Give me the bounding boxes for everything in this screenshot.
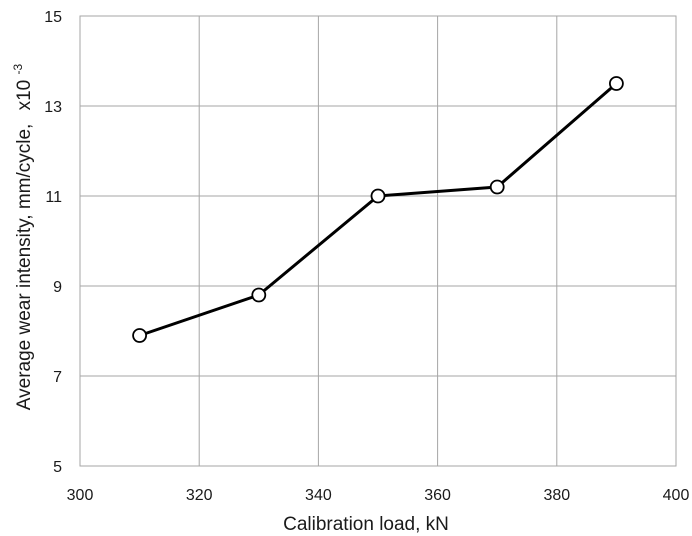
y-axis-multiplier-exponent: -3 bbox=[11, 63, 25, 74]
plot-frame bbox=[79, 15, 677, 467]
data-point-marker bbox=[132, 328, 148, 343]
x-tick-label: 360 bbox=[424, 487, 451, 504]
data-point-marker bbox=[370, 188, 386, 204]
x-tick-label: 320 bbox=[186, 487, 213, 504]
y-tick-label: 9 bbox=[53, 279, 62, 296]
tick-labels: 300 320 340 360 380 400 5 7 9 11 13 15 bbox=[44, 9, 689, 504]
y-axis-multiplier: x10 bbox=[14, 80, 35, 111]
data-point-marker bbox=[609, 76, 624, 91]
x-tick-label: 340 bbox=[305, 487, 332, 504]
y-tick-label: 13 bbox=[44, 99, 62, 116]
y-tick-label: 11 bbox=[45, 189, 62, 206]
x-tick-label: 400 bbox=[663, 487, 690, 504]
x-axis-title: Calibration load, kN bbox=[283, 514, 449, 535]
data-point-marker bbox=[489, 179, 505, 195]
grid bbox=[79, 15, 677, 467]
y-tick-label: 7 bbox=[53, 369, 62, 386]
series-line bbox=[139, 82, 618, 337]
x-tick-label: 380 bbox=[543, 487, 570, 504]
series-layer bbox=[132, 76, 624, 343]
y-axis-title-text: Average wear intensity, mm/cycle, bbox=[14, 124, 35, 411]
y-tick-label: 5 bbox=[53, 459, 62, 476]
y-axis-title: Average wear intensity, mm/cycle, x10 -3 bbox=[11, 63, 35, 410]
y-tick-label: 15 bbox=[44, 9, 62, 26]
data-point-marker bbox=[251, 287, 267, 303]
x-tick-label: 300 bbox=[67, 487, 94, 504]
